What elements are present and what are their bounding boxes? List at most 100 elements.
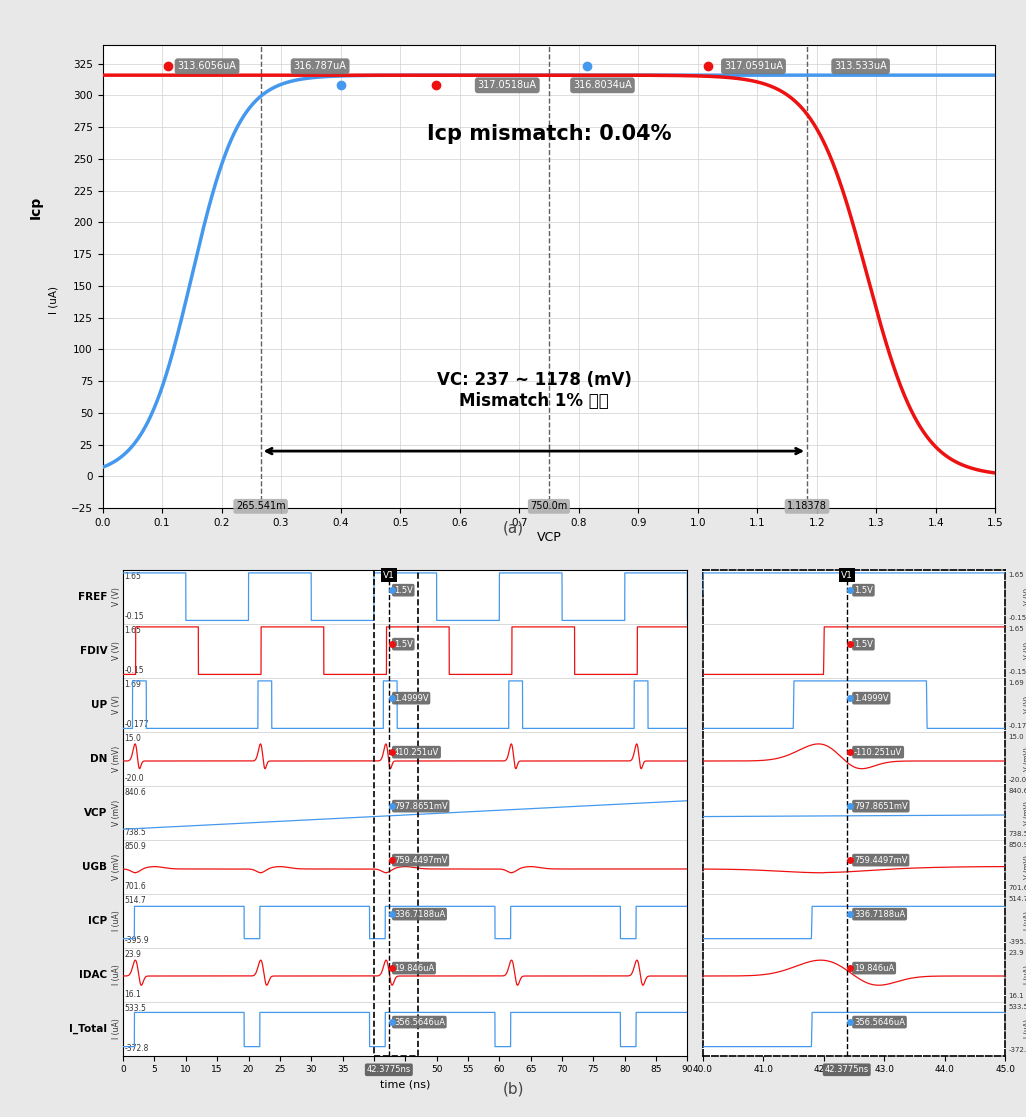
Text: -395.9: -395.9	[124, 936, 149, 945]
Text: (a): (a)	[503, 521, 523, 536]
Text: 1.65: 1.65	[124, 626, 142, 634]
Text: V1: V1	[383, 571, 395, 580]
Text: 1.69: 1.69	[124, 680, 142, 689]
Text: V (mV): V (mV)	[112, 745, 121, 772]
Text: FDIV: FDIV	[80, 646, 108, 656]
Text: 759.4497mV: 759.4497mV	[854, 856, 907, 865]
Text: 336.7188uA: 336.7188uA	[854, 909, 905, 918]
Text: 533.5: 533.5	[124, 1004, 147, 1013]
Text: -0.15: -0.15	[1009, 669, 1026, 676]
Text: V (mV): V (mV)	[1024, 801, 1026, 824]
Text: 23.9: 23.9	[124, 949, 142, 958]
Text: DN: DN	[90, 754, 108, 764]
Text: 23.9: 23.9	[1009, 949, 1024, 956]
Text: V1: V1	[840, 571, 853, 580]
Text: 317.0518uA: 317.0518uA	[478, 80, 537, 90]
Text: VC: 237 ~ 1178 (mV)
Mismatch 1% 미만: VC: 237 ~ 1178 (mV) Mismatch 1% 미만	[437, 371, 631, 410]
Text: 1.5V: 1.5V	[394, 640, 412, 649]
Text: V (V): V (V)	[1024, 696, 1026, 714]
Text: 316.8034uA: 316.8034uA	[574, 80, 632, 90]
Text: 19.846uA: 19.846uA	[394, 964, 434, 973]
Text: V (mV): V (mV)	[1024, 855, 1026, 879]
Text: V (mV): V (mV)	[1024, 746, 1026, 771]
Text: 514.7: 514.7	[1009, 896, 1026, 901]
Text: 42.3775ns: 42.3775ns	[825, 1066, 869, 1075]
Text: Icp mismatch: 0.04%: Icp mismatch: 0.04%	[427, 124, 671, 144]
Text: 797.8651mV: 797.8651mV	[394, 802, 447, 811]
Text: 759.4497mV: 759.4497mV	[394, 856, 447, 865]
Text: 797.8651mV: 797.8651mV	[854, 802, 908, 811]
Text: -0.15: -0.15	[124, 612, 144, 621]
Text: 1.5V: 1.5V	[394, 585, 412, 594]
X-axis label: VCP: VCP	[537, 531, 561, 544]
Text: 1.69: 1.69	[1009, 680, 1024, 686]
Text: 738.5: 738.5	[124, 829, 146, 838]
Text: 1.5V: 1.5V	[854, 640, 873, 649]
Text: 514.7: 514.7	[124, 896, 146, 905]
Text: -0.15: -0.15	[1009, 615, 1026, 621]
Text: I (uA): I (uA)	[1024, 965, 1026, 984]
Text: 410.251uV: 410.251uV	[394, 747, 439, 756]
Text: 850.9: 850.9	[124, 842, 146, 851]
Text: 313.533uA: 313.533uA	[834, 61, 886, 71]
Text: 533.5: 533.5	[1009, 1004, 1026, 1010]
Text: 313.6056uA: 313.6056uA	[177, 61, 237, 71]
Text: -0.15: -0.15	[124, 667, 144, 676]
Text: 16.1: 16.1	[1009, 993, 1024, 1000]
Text: V (V): V (V)	[112, 695, 121, 714]
Text: IDAC: IDAC	[79, 970, 108, 980]
Text: VCP: VCP	[84, 808, 108, 818]
Text: 1.4999V: 1.4999V	[394, 694, 429, 703]
Text: 16.1: 16.1	[124, 991, 142, 1000]
Text: V (V): V (V)	[112, 588, 121, 607]
Text: 701.6: 701.6	[1009, 886, 1026, 891]
Text: -110.251uV: -110.251uV	[854, 747, 902, 756]
Text: 15.0: 15.0	[124, 734, 142, 743]
Text: 738.5: 738.5	[1009, 831, 1026, 838]
Text: -372.8: -372.8	[124, 1044, 149, 1053]
Text: I_Total: I_Total	[70, 1023, 108, 1033]
Text: 265.541m: 265.541m	[236, 502, 285, 512]
Text: 19.846uA: 19.846uA	[854, 964, 895, 973]
Text: 15.0: 15.0	[1009, 734, 1024, 739]
Text: 317.0591uA: 317.0591uA	[724, 61, 783, 71]
Text: ICP: ICP	[88, 916, 108, 926]
Text: 1.65: 1.65	[1009, 572, 1024, 577]
Text: I (uA): I (uA)	[112, 1019, 121, 1039]
Text: 356.5646uA: 356.5646uA	[854, 1018, 905, 1027]
Text: -0.177: -0.177	[124, 720, 149, 729]
Text: I (uA): I (uA)	[1024, 1019, 1026, 1038]
Text: 850.9: 850.9	[1009, 842, 1026, 848]
Text: Icp: Icp	[29, 195, 43, 219]
Text: 356.5646uA: 356.5646uA	[394, 1018, 445, 1027]
Bar	[373, 570, 418, 1056]
Text: 42.3775ns: 42.3775ns	[366, 1066, 411, 1075]
Text: UGB: UGB	[82, 861, 108, 871]
Text: 840.6: 840.6	[1009, 787, 1026, 794]
Text: 750.0m: 750.0m	[530, 502, 567, 512]
Text: 1.4999V: 1.4999V	[854, 694, 889, 703]
Text: 701.6: 701.6	[124, 882, 146, 891]
Text: 1.65: 1.65	[1009, 626, 1024, 632]
Text: I (uA): I (uA)	[48, 286, 58, 314]
Text: V (mV): V (mV)	[112, 800, 121, 825]
Text: -395.9: -395.9	[1009, 939, 1026, 945]
Text: -20.0: -20.0	[124, 774, 144, 783]
Text: UP: UP	[91, 699, 108, 709]
Text: 840.6: 840.6	[124, 787, 146, 796]
Text: 336.7188uA: 336.7188uA	[394, 909, 445, 918]
Text: (b): (b)	[503, 1081, 523, 1097]
Text: 1.5V: 1.5V	[854, 585, 873, 594]
Text: -0.177: -0.177	[1009, 724, 1026, 729]
X-axis label: time (ns): time (ns)	[380, 1080, 431, 1090]
Text: I (uA): I (uA)	[1024, 911, 1026, 930]
Text: I (uA): I (uA)	[112, 910, 121, 930]
Text: V (V): V (V)	[1024, 642, 1026, 659]
Text: I (uA): I (uA)	[112, 964, 121, 985]
Text: FREF: FREF	[78, 592, 108, 602]
Text: V (V): V (V)	[112, 641, 121, 660]
Text: 1.18378: 1.18378	[787, 502, 827, 512]
Text: V (mV): V (mV)	[112, 853, 121, 880]
Text: V (V): V (V)	[1024, 588, 1026, 605]
Text: 316.787uA: 316.787uA	[293, 61, 347, 71]
